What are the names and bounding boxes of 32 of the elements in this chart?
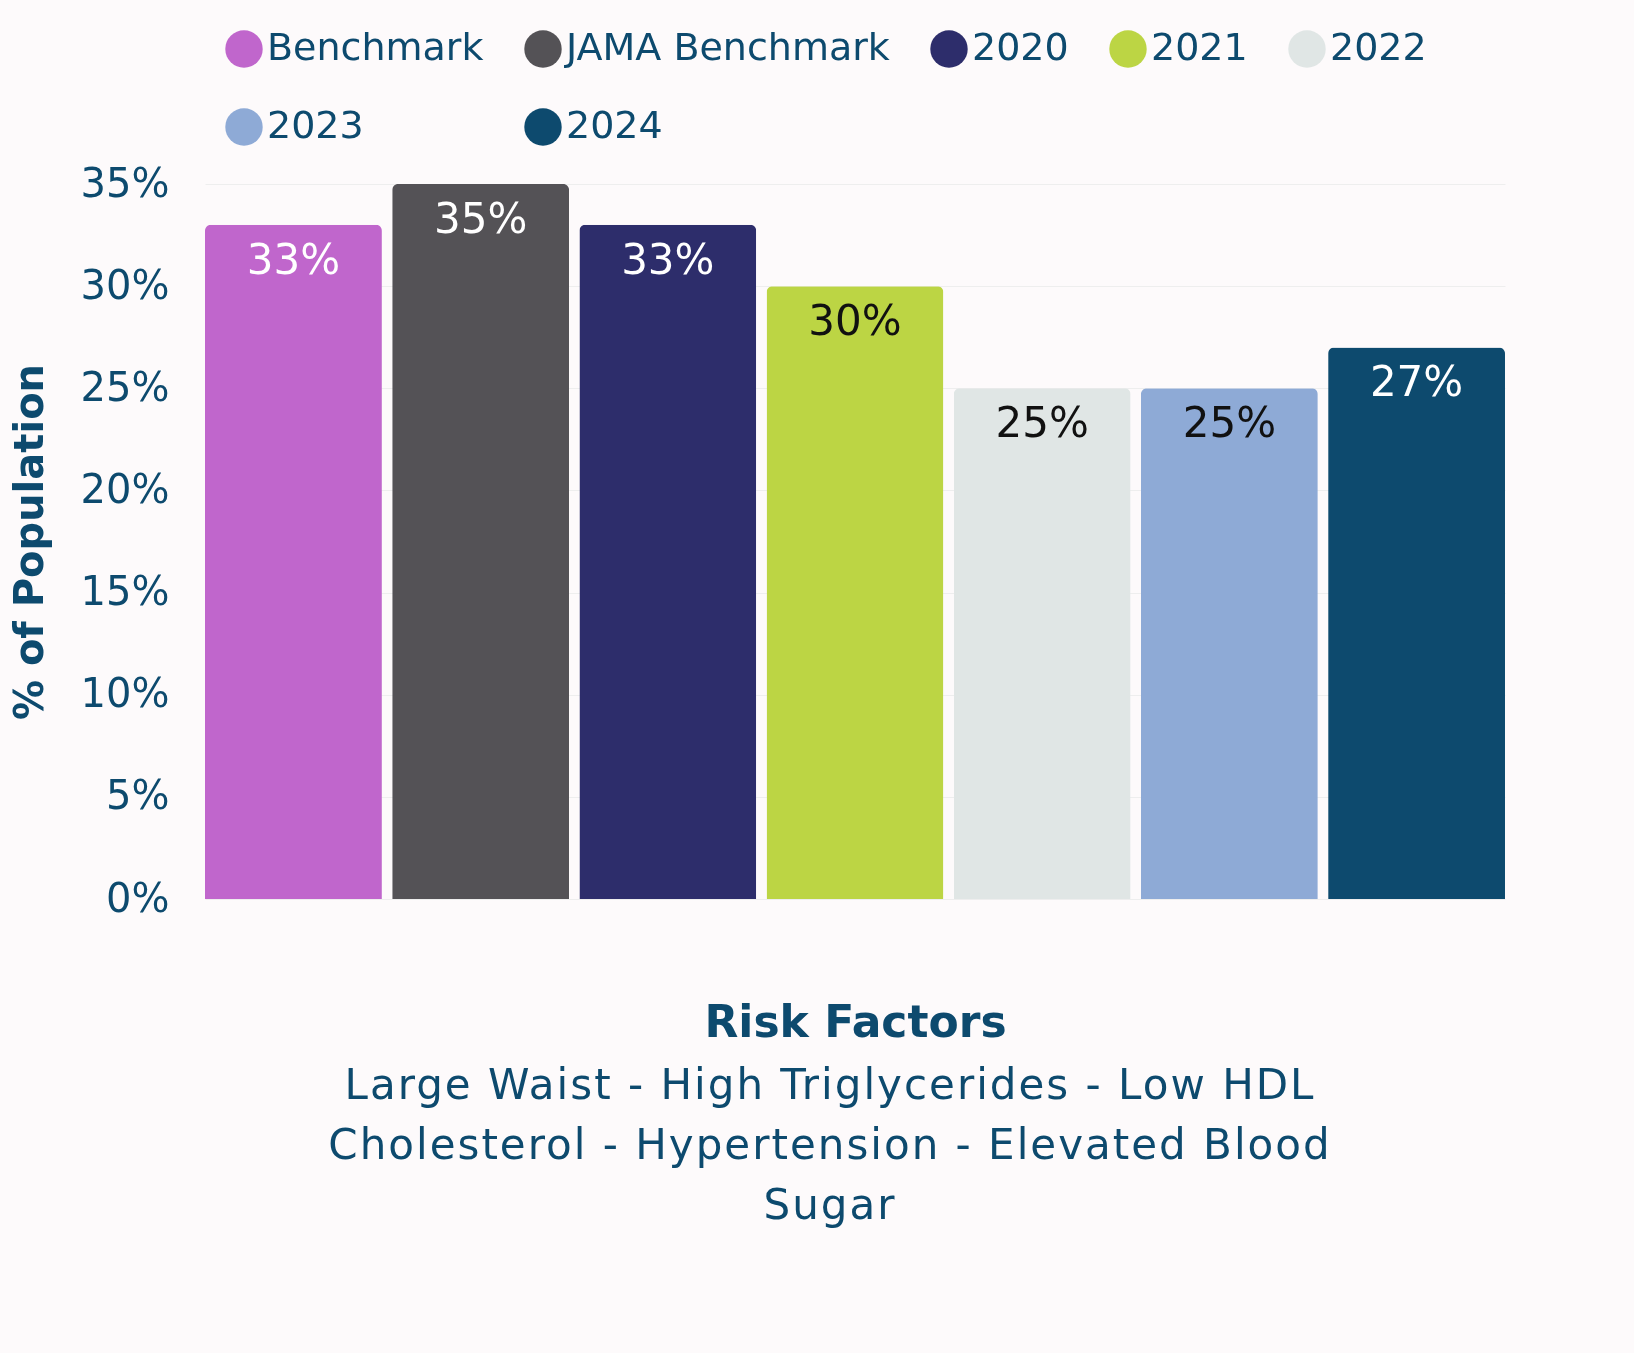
bar (392, 184, 570, 899)
data-label: 25% (1182, 398, 1277, 448)
y-tick-label: 25% (80, 363, 170, 410)
y-tick-label: 0% (106, 874, 170, 921)
bar (579, 224, 757, 899)
bar (766, 286, 944, 899)
legend-label: JAMA Benchmark (564, 25, 890, 69)
bar (205, 224, 382, 899)
y-tick-label: 30% (80, 261, 170, 308)
bar (953, 388, 1131, 899)
legend-label: 2020 (972, 25, 1069, 69)
legend-label: 2021 (1151, 25, 1248, 69)
data-label: 25% (995, 398, 1089, 448)
y-axis-title: % of Population (5, 363, 52, 721)
data-label: 33% (246, 234, 341, 284)
bar (1140, 388, 1318, 899)
y-tick-label: 35% (80, 159, 170, 206)
data-label: 27% (1369, 357, 1464, 407)
y-tick-label: 10% (80, 670, 170, 717)
legend-label: 2024 (566, 103, 663, 147)
legend-label: 2022 (1330, 25, 1427, 69)
legend-label: Benchmark (267, 25, 484, 69)
text: Large Waist - High Triglycerides - Low HDL Cholesterol - Hypertension - Elevated Blood Sugar (327, 1059, 1333, 1231)
data-label: 30% (808, 296, 902, 346)
y-tick-label: 5% (106, 772, 170, 819)
x-axis-title: Risk Factors (704, 995, 1007, 1047)
data-label: 35% (433, 194, 528, 243)
y-tick-label: 15% (80, 568, 170, 615)
legend-label: 2023 (267, 103, 364, 147)
bar (1328, 347, 1505, 899)
y-tick-label: 20% (80, 465, 170, 512)
data-label: 33% (621, 234, 715, 284)
